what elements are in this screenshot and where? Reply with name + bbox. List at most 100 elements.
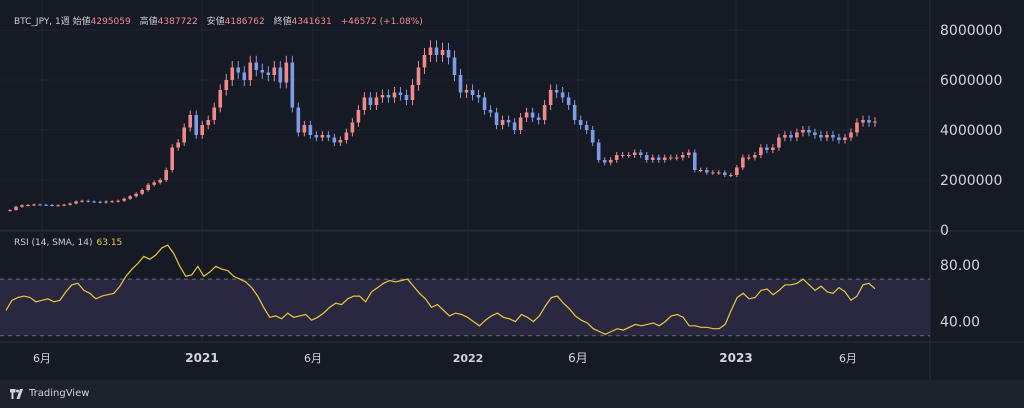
rsi-band <box>0 279 930 336</box>
candle-body <box>122 198 126 201</box>
candle-body <box>20 205 24 207</box>
candle-body <box>542 105 547 120</box>
price-tick-label: 4000000 <box>940 123 1002 139</box>
candle-body <box>584 125 589 130</box>
candle-body <box>644 155 649 160</box>
candle-body <box>230 67 235 80</box>
rsi-label: RSI (14, SMA, 14) <box>14 238 93 248</box>
candle-body <box>98 201 102 203</box>
candle-body <box>86 200 90 202</box>
candle-body <box>164 170 168 180</box>
tradingview-logo-icon <box>10 388 23 399</box>
candle-body <box>711 172 715 174</box>
candle-body <box>308 125 313 135</box>
candle-body <box>374 97 379 105</box>
x-tick-label: 2022 <box>453 352 484 365</box>
candle-body <box>218 90 223 108</box>
candle-body <box>470 90 475 95</box>
candle-body <box>578 120 583 125</box>
candle-body <box>789 135 793 138</box>
candle-body <box>236 67 241 73</box>
candle-body <box>326 135 331 138</box>
candle-body <box>56 205 60 207</box>
candle-body <box>590 130 595 143</box>
candle-body <box>626 155 631 156</box>
candle-body <box>524 112 529 118</box>
high-label: 高値 <box>139 17 158 27</box>
tradingview-brand[interactable]: TradingView <box>10 388 89 399</box>
candle-body <box>801 130 805 133</box>
candle-body <box>38 204 42 206</box>
open-label: 始値 <box>72 17 91 27</box>
candle-body <box>482 97 487 110</box>
candle-body <box>614 155 619 160</box>
candle-body <box>50 205 54 206</box>
candle-body <box>705 170 709 173</box>
chart-canvas[interactable]: 6月 2021 6月 2022 6月 2023 6月 8000000 6000000 400000… <box>0 0 1024 380</box>
candle-body <box>8 210 12 211</box>
price-tick-label: 6000000 <box>940 73 1002 89</box>
candle-body <box>476 95 481 98</box>
candle-body <box>332 137 337 143</box>
candle-body <box>656 157 661 160</box>
candle-body <box>110 201 114 203</box>
candle-body <box>206 120 211 125</box>
candle-body <box>831 135 835 138</box>
candle-body <box>873 121 877 123</box>
x-tick-label: 6月 <box>33 352 51 365</box>
candle-body <box>44 204 48 206</box>
candle-body <box>759 147 763 155</box>
candle-body <box>266 72 271 75</box>
candle-body <box>296 107 301 133</box>
x-tick-label: 6月 <box>304 352 322 365</box>
low-value: 4186762 <box>224 17 265 27</box>
change-value: +46572 (+1.08%) <box>340 17 423 27</box>
candle-body <box>152 182 156 185</box>
close-label: 終値 <box>273 17 292 27</box>
candle-body <box>723 172 727 175</box>
candle-body <box>404 95 409 100</box>
candle-body <box>194 115 199 135</box>
candle-body <box>14 206 18 210</box>
candle-body <box>837 137 841 140</box>
candle-body <box>26 205 30 206</box>
candle-body <box>386 95 391 98</box>
candle-body <box>302 125 307 133</box>
candle-body <box>813 132 817 135</box>
candle-body <box>182 127 187 143</box>
candle-body <box>506 120 511 123</box>
candle-body <box>452 57 457 75</box>
candle-body <box>855 122 859 133</box>
candle-body <box>530 112 535 118</box>
candle-body <box>446 50 451 58</box>
candle-body <box>278 67 283 83</box>
candle-body <box>434 47 439 55</box>
rsi-tick-label: 40.00 <box>940 315 980 331</box>
rsi-value: 63.15 <box>96 238 123 248</box>
candle-body <box>350 122 355 133</box>
candle-body <box>74 201 78 204</box>
candle-body <box>338 140 343 143</box>
candle-body <box>188 115 193 128</box>
candle-body <box>128 196 132 199</box>
x-tick-label: 6月 <box>568 351 588 365</box>
candle-body <box>224 80 229 90</box>
candle-body <box>512 122 517 130</box>
candle-body <box>608 160 613 163</box>
candle-body <box>242 72 247 80</box>
candle-body <box>771 147 775 150</box>
candle-body <box>320 135 325 138</box>
candle-body <box>488 110 493 113</box>
x-tick-label: 2021 <box>185 351 218 365</box>
candle-body <box>741 157 745 168</box>
candle-body <box>795 132 799 138</box>
candle-body <box>825 135 829 138</box>
candle-body <box>176 142 180 148</box>
candle-body <box>638 152 643 155</box>
candle-body <box>698 170 703 171</box>
open-value: 4295059 <box>90 17 131 27</box>
candle-body <box>68 203 72 205</box>
candle-body <box>116 200 120 202</box>
candle-body <box>356 110 361 123</box>
candle-body <box>662 157 667 160</box>
